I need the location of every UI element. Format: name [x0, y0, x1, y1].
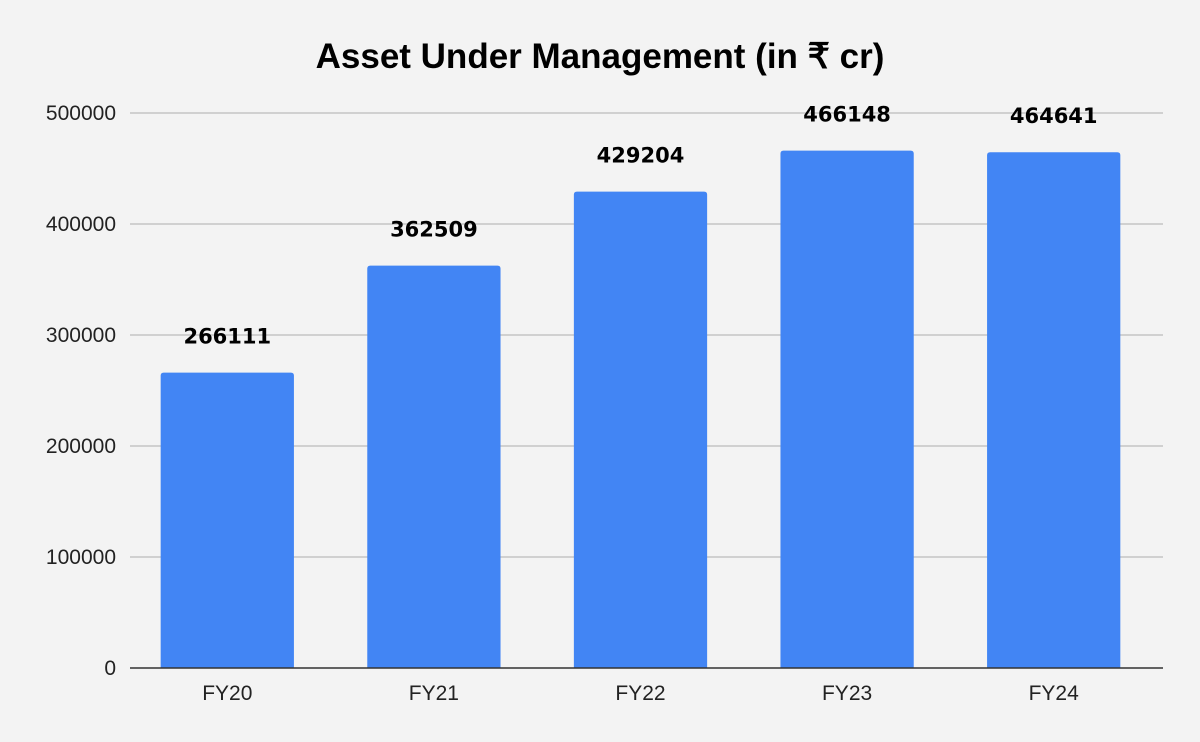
bar-fy20	[160, 372, 294, 668]
bar-fy22	[573, 191, 708, 668]
x-tick-label-fy23: FY23	[822, 682, 872, 705]
y-tick-label: 300000	[46, 324, 116, 347]
bar-fy23	[780, 150, 914, 669]
chart-title: Asset Under Management (in ₹ cr)	[316, 37, 885, 76]
x-tick-label-fy24: FY24	[1029, 682, 1080, 705]
x-tick-label-fy22: FY22	[615, 682, 665, 705]
x-axis: FY20 FY21 FY22 FY23 FY24	[130, 667, 1163, 705]
data-label-fy20: 266111	[183, 325, 271, 349]
x-tick-label-fy21: FY21	[409, 682, 459, 705]
y-tick-label: 200000	[46, 435, 116, 458]
data-label-fy24: 464641	[1010, 104, 1098, 128]
y-tick-label: 500000	[46, 102, 116, 125]
y-tick-label: 400000	[46, 213, 116, 236]
bar-fy21	[367, 265, 501, 668]
y-tick-label: 100000	[46, 546, 116, 569]
data-labels: 266111 362509 429204 466148 464641	[183, 103, 1097, 349]
data-label-fy23: 466148	[803, 103, 891, 127]
bars	[160, 150, 1121, 669]
x-tick-label-fy20: FY20	[202, 682, 252, 705]
data-label-fy22: 429204	[597, 144, 685, 168]
y-tick-label: 0	[104, 657, 116, 680]
y-axis: 0 100000 200000 300000 400000 500000	[46, 102, 116, 680]
data-label-fy21: 362509	[390, 218, 478, 242]
bar-fy24	[987, 152, 1121, 669]
